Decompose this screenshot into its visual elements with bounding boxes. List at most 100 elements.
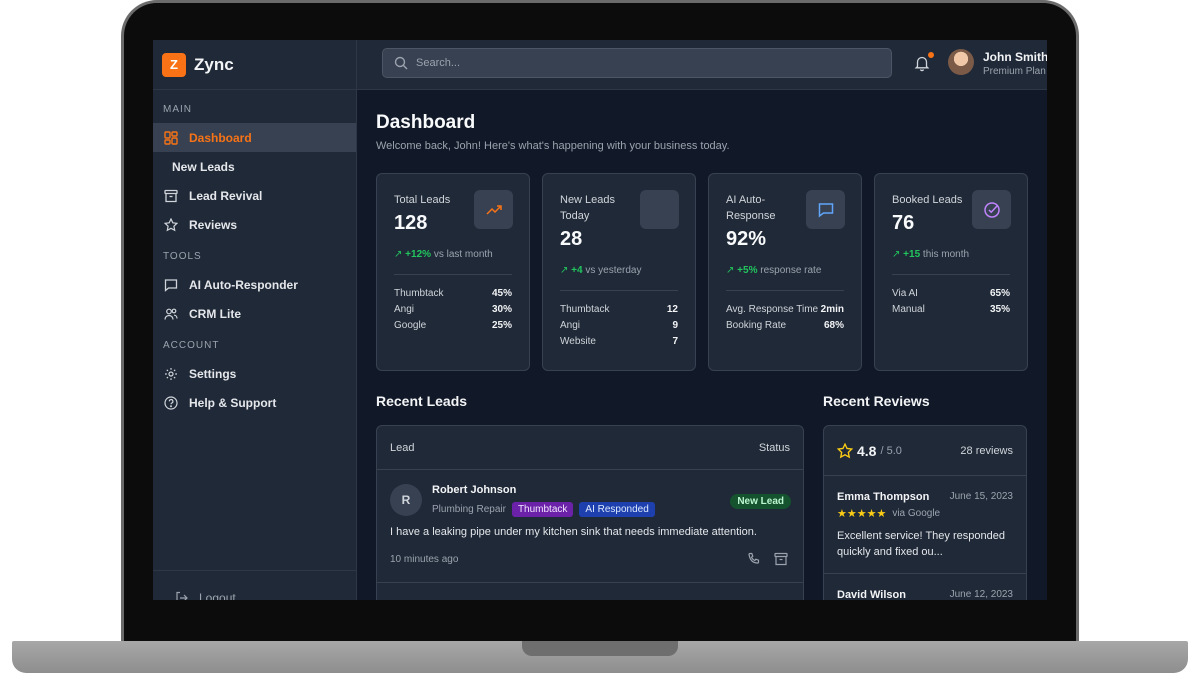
sidebar-item-label: Help & Support — [189, 395, 277, 410]
notification-bell-icon[interactable] — [913, 54, 931, 72]
column-header-status: Status — [758, 441, 790, 454]
service-label: Plumbing Repair — [432, 504, 506, 515]
review-date: June 15, 2023 — [949, 491, 1013, 502]
section-label-account: ACCOUNT — [163, 340, 220, 351]
breakdown-row: Website 7 — [560, 336, 678, 352]
user-plan: Premium Plan — [983, 66, 1046, 77]
sidebar-item-label: New Leads — [172, 159, 235, 174]
stat-value: 76 — [892, 212, 915, 234]
sidebar: Z Zync MAIN Dashboard New Leads Lead Rev… — [153, 40, 357, 600]
breakdown-row: Via AI 65% — [892, 288, 1010, 304]
stat-label: Total Leads — [394, 194, 451, 206]
sidebar-item-settings[interactable]: Settings — [153, 359, 356, 388]
stat-trend: ↗ +5% response rate — [726, 265, 822, 276]
table-row[interactable] — [377, 583, 803, 600]
breakdown-row: Thumbtack 12 — [560, 304, 678, 320]
breakdown-row: Thumbtack 45% — [394, 288, 512, 304]
star-outline-icon — [837, 442, 853, 459]
stat-card-total-leads[interactable]: Total Leads 128 ↗ +12% vs last month Thu… — [376, 173, 530, 371]
recent-leads-table: Lead Status R Robert Johnson Plumbing Re… — [376, 425, 804, 600]
row-key: Angi — [560, 320, 581, 331]
stat-card-booked-leads[interactable]: Booked Leads 76 ↗ +15 this month Via AI 6… — [874, 173, 1028, 371]
message-icon — [817, 201, 835, 219]
trend-value: +4 — [571, 265, 583, 276]
row-key: Via AI — [892, 288, 918, 299]
star-icons: ★★★★★ — [837, 508, 887, 520]
stat-card-new-leads-today[interactable]: New Leads Today 28 ↗ +4 vs yesterday Thu… — [542, 173, 696, 371]
list-item[interactable]: David Wilson June 12, 2023 — [824, 574, 1026, 600]
review-text: Excellent service! They responded quickl… — [837, 530, 1005, 558]
stat-label: Booked Leads — [892, 194, 963, 206]
table-row[interactable]: R Robert Johnson Plumbing Repair Thumbta… — [377, 470, 803, 583]
breakdown-row: Google 25% — [394, 320, 512, 336]
brand-name: Zync — [194, 54, 234, 74]
breakdown-row: Booking Rate 68% — [726, 320, 844, 336]
stat-label: New Leads Today — [560, 194, 616, 222]
row-value: 65% — [989, 288, 1010, 299]
sidebar-item-dashboard[interactable]: Dashboard — [153, 123, 356, 152]
recent-reviews-panel: 4.8 / 5.0 28 reviews Emma Thompson June … — [823, 425, 1027, 600]
page-subtitle: Welcome back, John! Here's what's happen… — [376, 140, 730, 152]
stat-breakdown: Thumbtack 12 Angi 9 Website 7 — [560, 304, 678, 352]
rating-scale: / 5.0 — [880, 444, 902, 457]
row-key: Thumbtack — [560, 304, 610, 315]
breakdown-row: Manual 35% — [892, 304, 1010, 320]
star-icon — [163, 217, 178, 232]
stat-breakdown: Avg. Response Time 2min Booking Rate 68% — [726, 304, 844, 336]
user-name[interactable]: John Smith — [983, 50, 1047, 64]
stat-trend: ↗ +15 this month — [892, 249, 970, 260]
row-value: 35% — [989, 304, 1010, 315]
archive-icon — [163, 188, 178, 203]
row-value: 7 — [672, 336, 678, 347]
row-value: 25% — [491, 320, 512, 331]
section-label-main: MAIN — [163, 104, 192, 115]
lead-name[interactable]: Robert Johnson — [432, 484, 517, 496]
sidebar-item-reviews[interactable]: Reviews — [153, 210, 356, 239]
column-header-lead: Lead — [390, 441, 415, 454]
lead-time: 10 minutes ago — [390, 554, 459, 565]
grid-icon — [163, 130, 178, 145]
row-value: 30% — [491, 304, 512, 315]
avatar[interactable] — [948, 49, 974, 75]
check-circle-icon — [983, 201, 1001, 219]
search-placeholder: Search... — [416, 57, 461, 69]
reviewer-name: David Wilson — [837, 589, 906, 600]
sidebar-item-help-support[interactable]: Help & Support — [153, 388, 356, 417]
main-content: Dashboard Welcome back, John! Here's wha… — [357, 90, 1047, 600]
reviews-summary: 4.8 / 5.0 28 reviews — [824, 426, 1026, 476]
stat-card-ai-auto-response[interactable]: AI Auto-Response 92% ↗ +5% response rate… — [708, 173, 862, 371]
brand[interactable]: Z Zync — [153, 40, 356, 90]
divider — [892, 274, 1010, 275]
trend-text: this month — [922, 249, 970, 260]
row-value: 12 — [666, 304, 678, 315]
source-tag: Thumbtack — [511, 502, 574, 517]
sidebar-item-new-leads[interactable]: New Leads — [153, 152, 356, 181]
sidebar-item-crm-lite[interactable]: CRM Lite — [153, 299, 356, 328]
status-badge: New Lead — [730, 494, 791, 509]
row-key: Website — [560, 336, 596, 347]
archive-icon[interactable] — [774, 552, 788, 566]
list-item[interactable]: Emma Thompson June 15, 2023 ★★★★★ via Go… — [824, 476, 1026, 574]
divider — [394, 274, 512, 275]
page-title: Dashboard — [376, 112, 476, 133]
logout-label: Logout — [199, 591, 236, 600]
chat-icon — [163, 277, 178, 292]
breakdown-row: Angi 9 — [560, 320, 678, 336]
stat-trend: ↗ +12% vs last month — [394, 249, 493, 260]
row-value: 45% — [491, 288, 512, 299]
sidebar-item-lead-revival[interactable]: Lead Revival — [153, 181, 356, 210]
sidebar-item-ai-auto-responder[interactable]: AI Auto-Responder — [153, 270, 356, 299]
review-date: June 12, 2023 — [949, 589, 1013, 600]
ai-responded-tag: AI Responded — [579, 502, 655, 517]
recent-reviews-title: Recent Reviews — [823, 393, 930, 409]
users-icon — [163, 306, 178, 321]
phone-icon[interactable] — [747, 552, 761, 566]
logout-button[interactable]: Logout — [153, 570, 357, 600]
trend-value: +15 — [903, 249, 921, 260]
gear-icon — [163, 366, 178, 381]
reviewer-name: Emma Thompson — [837, 491, 930, 503]
search-input[interactable]: Search... — [382, 48, 892, 78]
breakdown-row: Angi 30% — [394, 304, 512, 320]
trend-text: response rate — [760, 265, 822, 276]
divider — [726, 290, 844, 291]
